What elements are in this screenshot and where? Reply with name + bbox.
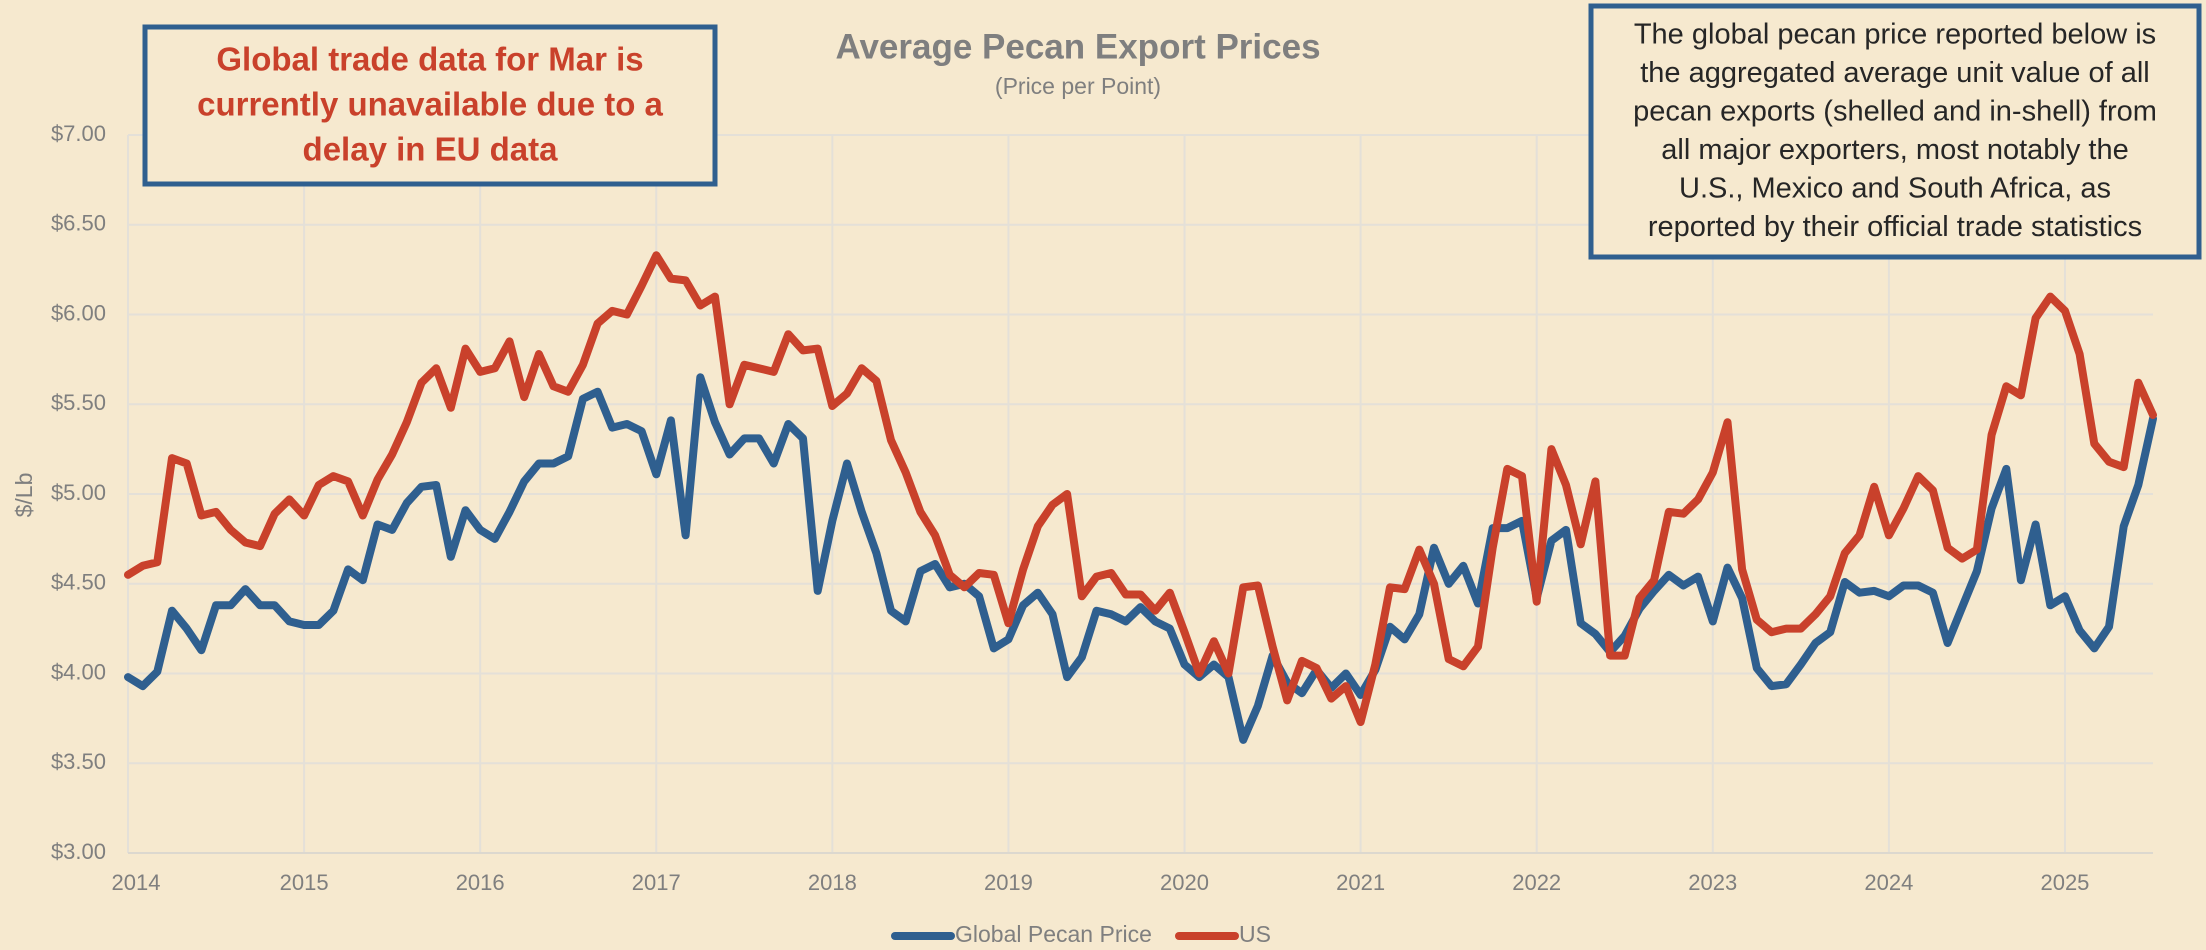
x-tick-label: 2015 — [280, 870, 329, 895]
note-text: currently unavailable due to a — [197, 86, 663, 123]
note-text: Global trade data for Mar is — [216, 41, 643, 78]
y-tick-label: $5.00 — [51, 480, 106, 505]
series-line — [124, 251, 2157, 726]
x-tick-label: 2019 — [984, 870, 1033, 895]
legend: Global Pecan Price US — [891, 921, 1271, 947]
x-tick-label: 2024 — [1864, 870, 1913, 895]
y-tick-label: $4.50 — [51, 570, 106, 595]
y-tick-label: $4.00 — [51, 659, 106, 684]
x-tick-label: 2023 — [1688, 870, 1737, 895]
lines — [124, 251, 2157, 744]
legend-label: Global Pecan Price — [955, 921, 1152, 947]
legend-label: US — [1239, 921, 1271, 947]
y-axis-label: $/Lb — [11, 473, 37, 518]
y-tick-label: $5.50 — [51, 390, 106, 415]
x-tick-label: 2022 — [1512, 870, 1561, 895]
x-tick-label: 2020 — [1160, 870, 1209, 895]
series-line — [124, 373, 2157, 744]
note-text: The global pecan price reported below is — [1634, 19, 2156, 51]
y-tick-label: $3.00 — [51, 839, 106, 864]
y-tick-label: $6.00 — [51, 300, 106, 325]
note-text: reported by their official trade statist… — [1648, 211, 2142, 243]
note-box — [142, 24, 718, 187]
x-tick-label: 2018 — [808, 870, 857, 895]
x-tick-label: 2021 — [1336, 870, 1385, 895]
note-text: pecan exports (shelled and in-shell) fro… — [1633, 96, 2157, 128]
note-text: U.S., Mexico and South Africa, as — [1679, 173, 2111, 205]
y-tick-label: $3.50 — [51, 749, 106, 774]
y-tick-label: $7.00 — [51, 121, 106, 146]
x-tick-label: 2014 — [112, 870, 161, 895]
x-tick-label: 2016 — [456, 870, 505, 895]
x-tick-label: 2017 — [632, 870, 681, 895]
note-text: delay in EU data — [303, 131, 559, 168]
chart-subtitle: (Price per Point) — [995, 73, 1161, 99]
x-tick-label: 2025 — [2040, 870, 2089, 895]
chart-title: Average Pecan Export Prices — [835, 27, 1320, 66]
note-box — [1588, 3, 2202, 260]
y-tick-label: $6.50 — [51, 211, 106, 236]
notes: Global trade data for Mar is currently un… — [197, 19, 2157, 244]
grid: $3.00 $3.50 $4.00 $4.50 $5.00 $5.50 $6.00 $6.50… — [51, 121, 2153, 895]
note-text: all major exporters, most notably the — [1661, 134, 2128, 166]
note-text: the aggregated average unit value of all — [1640, 57, 2149, 89]
